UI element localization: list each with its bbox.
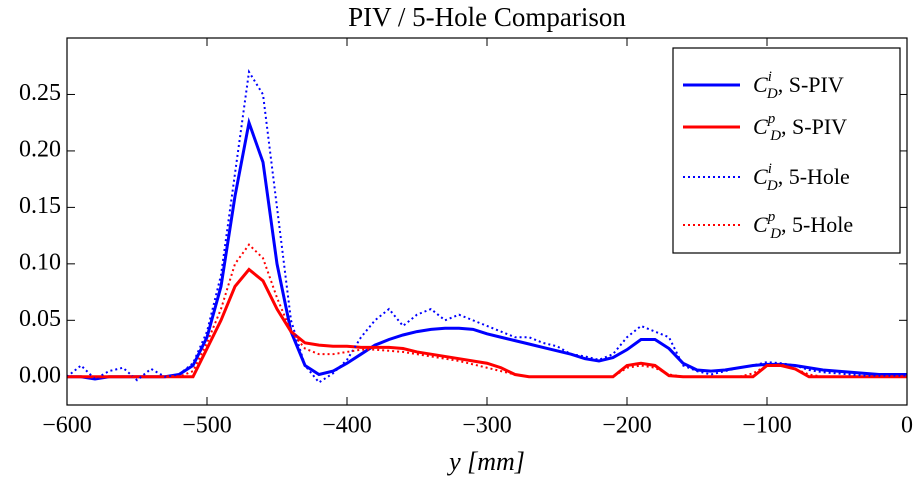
x-tick-label: −100 [742,413,792,439]
x-tick-label: 0 [901,413,913,439]
series-line [67,243,907,378]
y-tick-label: 0.10 [19,249,61,275]
legend-label: Cp D, 5-Hole [753,209,853,242]
y-tick-label: 0.20 [19,136,61,162]
plot-lines [67,68,907,384]
x-tick-label: −300 [462,413,512,439]
x-tick-label: −600 [42,413,92,439]
legend-label: Ci D, 5-Hole [753,161,850,194]
x-axis-label: y [mm] [446,447,525,476]
y-tick-label: 0.25 [19,80,61,106]
series-line [67,68,907,384]
plot-frame [66,37,908,406]
x-tick-label: −500 [182,413,232,439]
x-tick-label: −400 [322,413,372,439]
chart-title: PIV / 5-Hole Comparison [348,2,626,32]
series-line [67,267,907,379]
legend-label: Cp D, S-PIV [753,111,847,144]
legend-label: Ci D, S-PIV [753,69,844,102]
y-tick-label: 0.00 [19,362,61,388]
legend-box [672,47,901,254]
x-tick-label: −200 [602,413,652,439]
y-tick-label: 0.05 [19,306,61,332]
y-tick-label: 0.15 [19,193,61,219]
